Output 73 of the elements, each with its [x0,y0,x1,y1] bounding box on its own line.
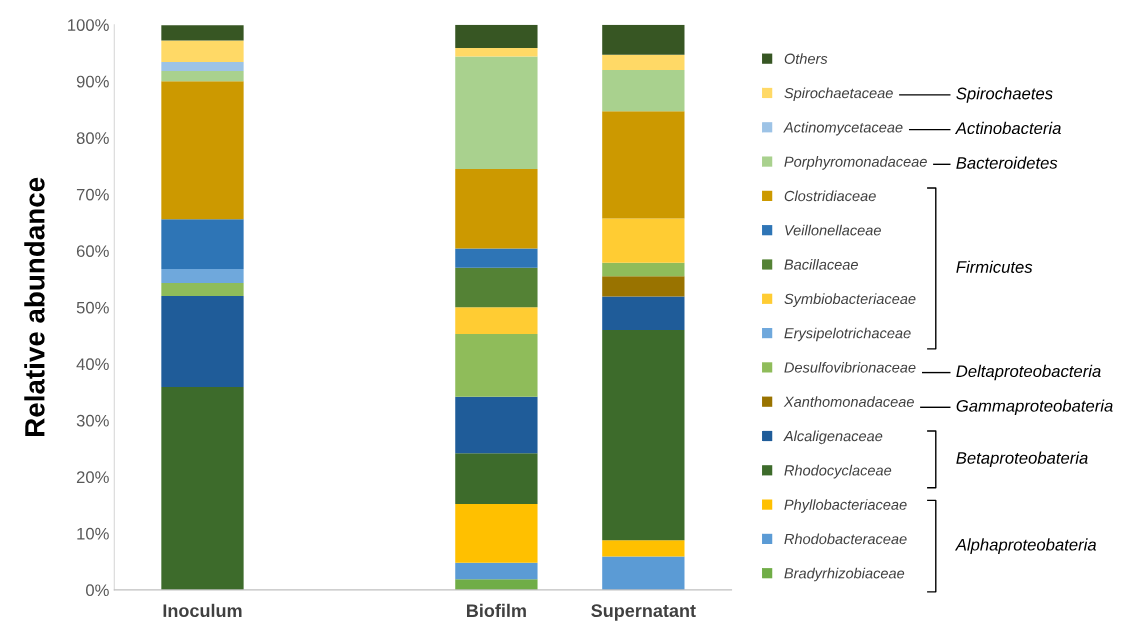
y-tick-label: 40% [76,358,109,371]
legend-label: Bacillaceae [784,259,858,270]
bar [602,556,685,590]
legend-label: Spirochaetaceae [784,87,893,102]
bar [602,276,685,297]
y-tick-label: 60% [76,245,109,258]
bar [602,111,685,219]
legend-label: Xanthomonadaceae [783,396,914,407]
text: Alphaproteobateria [954,538,1097,554]
bar [602,329,685,541]
y-tick-label: 20% [76,471,109,484]
legend-label: Rhodocyclaceae [784,464,892,479]
bar [455,562,538,580]
legend-label: Veillonellaceae [785,224,881,236]
bar [455,333,538,397]
legend-label: Alcaligenaceae [783,430,883,445]
y-tick-label: 80% [76,132,109,144]
bar [161,296,244,388]
text: Firmicutes [956,260,1033,273]
bar [602,69,685,112]
y-axis-title: Relative abundance [24,177,45,436]
bar [161,219,244,269]
x-tick-label: Biofilm [467,603,526,618]
legend-label: Bradyrhizobiaceae [784,567,905,582]
legend-label: Rhodobacteraceae [784,533,907,545]
text: Betaproteobateria [956,451,1088,468]
text: Bacteroidetes [956,156,1058,169]
y-tick-label: 30% [76,414,109,427]
y-tick-label: 90% [76,75,109,88]
x-tick-label: Supernatant [591,604,696,621]
bar [602,218,685,263]
bar [161,40,244,63]
legend-label: Clostridiaceae [784,190,876,202]
legend-label: Desulfovibrionaceae [784,361,916,373]
bar [161,283,244,297]
bar [455,248,538,268]
legend-label: Porphyromonadaceae [784,156,927,170]
bar [455,47,538,57]
bar [161,387,244,590]
text: Actinobacteria [954,121,1061,135]
legend-label: Symbiobacteriaceae [784,293,916,307]
bar [161,62,244,72]
bar [161,268,244,284]
bar [602,24,685,55]
bar [455,56,538,169]
text: Deltaproteobacteria [956,364,1101,381]
bar [455,267,538,308]
y-tick-label: 0% [86,584,109,597]
y-tick-label: 100% [68,19,109,31]
x-tick-label: Inoculum [163,603,242,618]
legend-label: Erysipelotrichaceae [784,327,911,342]
bar [602,262,685,277]
bar [161,71,244,82]
legend-label: Phyllobacteriaceae [784,499,907,513]
bar [455,396,538,454]
bar [455,168,538,249]
text: Gammaproteobateria [956,399,1113,416]
bar [602,540,685,557]
bar [161,81,244,220]
legend-label: Actinomycetaceae [783,121,903,136]
bar [455,453,538,505]
bar [455,579,538,590]
bar [455,504,538,563]
legend-label: Others [784,53,828,64]
bar [455,24,538,48]
text: Spirochaetes [956,87,1053,103]
y-tick-label: 50% [76,301,109,314]
bar [455,307,538,334]
y-tick-label: 70% [76,188,109,201]
bar [161,25,244,41]
bar [602,296,685,330]
y-tick-label: 10% [77,527,109,540]
bar [602,54,685,70]
